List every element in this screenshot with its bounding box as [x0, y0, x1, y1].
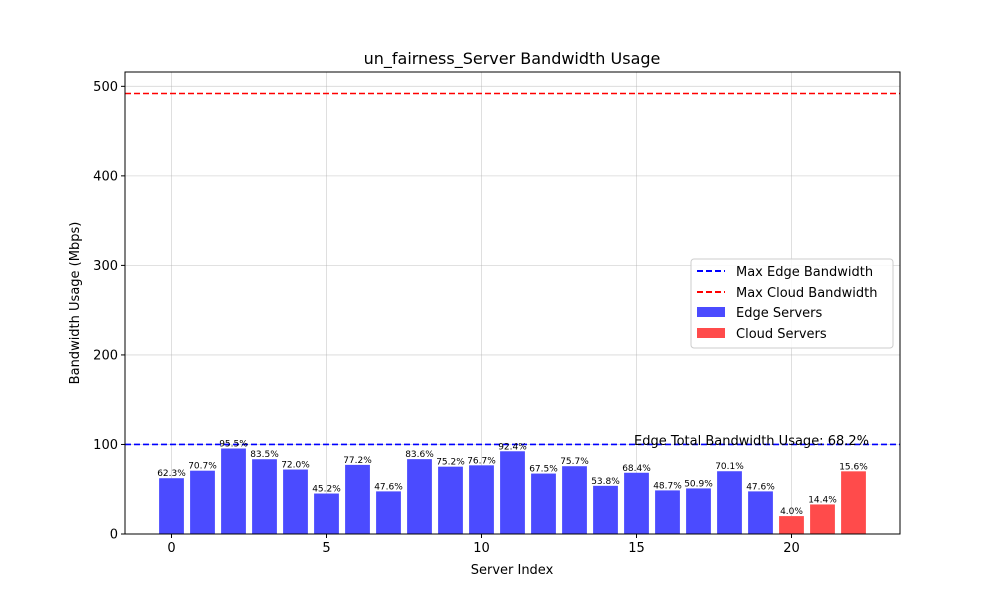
bar-value-label: 53.8% — [591, 477, 620, 487]
y-tick-label: 0 — [110, 528, 118, 543]
edge-server-bar — [252, 459, 277, 534]
bar-value-label: 15.6% — [839, 462, 868, 472]
legend-swatch-cloud-servers — [697, 328, 725, 338]
edge-server-bar — [283, 469, 308, 534]
edge-server-bar — [531, 473, 556, 534]
edge-server-bar — [717, 471, 742, 534]
reference-lines — [125, 92, 900, 446]
cloud-server-bar — [779, 516, 804, 534]
edge-server-bar — [190, 470, 215, 534]
bar-value-label: 62.3% — [157, 469, 186, 479]
bar-value-label: 67.5% — [529, 465, 558, 475]
bar-value-label: 83.6% — [405, 450, 434, 460]
bar-value-label: 75.7% — [560, 457, 589, 467]
plot-frame — [124, 71, 901, 535]
bar-value-label: 77.2% — [343, 456, 372, 466]
legend-label-max-edge: Max Edge Bandwidth — [736, 265, 873, 280]
y-tick-label: 300 — [93, 259, 118, 274]
x-axis-label: Server Index — [471, 563, 554, 578]
x-tick-label: 5 — [322, 541, 330, 556]
edge-server-bar — [624, 472, 649, 534]
bar-value-label: 47.6% — [374, 482, 403, 492]
x-tick-label: 15 — [628, 541, 645, 556]
x-tick-label: 20 — [783, 541, 800, 556]
legend-label-max-cloud: Max Cloud Bandwidth — [736, 286, 877, 301]
bar-value-label: 72.0% — [281, 461, 310, 471]
x-ticks: 0 5 10 15 20 — [167, 534, 800, 556]
bar-value-label: 47.6% — [746, 482, 775, 492]
legend-box — [690, 258, 894, 349]
bar-value-label: 14.4% — [808, 495, 837, 505]
bar-value-label: 48.7% — [653, 481, 682, 491]
bar-value-label: 4.0% — [780, 507, 803, 517]
edge-server-bar — [438, 466, 463, 534]
legend-label-edge-servers: Edge Servers — [736, 306, 822, 321]
x-tick-label: 0 — [167, 541, 175, 556]
bar-value-label: 95.5% — [219, 439, 248, 449]
edge-server-bar — [655, 490, 680, 534]
edge-server-bar — [221, 448, 246, 534]
bar-value-label: 92.4% — [498, 442, 527, 452]
y-tick-label: 400 — [93, 169, 118, 184]
legend-label-cloud-servers: Cloud Servers — [736, 327, 827, 342]
edge-server-bar — [345, 464, 370, 534]
x-tick-label: 10 — [473, 541, 490, 556]
y-tick-label: 500 — [93, 80, 118, 95]
cloud-server-bar — [810, 504, 835, 534]
edge-server-bar — [314, 493, 339, 534]
bar-value-label: 83.5% — [250, 450, 279, 460]
y-ticks: 0 100 200 300 400 500 — [93, 80, 125, 543]
y-tick-label: 100 — [93, 438, 118, 453]
bar-value-label: 68.4% — [622, 464, 651, 474]
bar-value-label: 75.2% — [436, 458, 465, 468]
edge-server-bar — [407, 459, 432, 534]
bars-layer — [159, 448, 866, 534]
edge-server-bar — [686, 488, 711, 534]
chart-title: un_fairness_Server Bandwidth Usage — [364, 49, 661, 69]
edge-server-bar — [376, 491, 401, 534]
edge-server-bar — [159, 478, 184, 534]
y-axis-label: Bandwidth Usage (Mbps) — [68, 222, 83, 385]
bar-value-label: 50.9% — [684, 479, 713, 489]
legend: Max Edge Bandwidth Max Cloud Bandwidth E… — [690, 258, 894, 349]
edge-total-annotation: Edge Total Bandwidth Usage: 68.2% — [634, 434, 869, 449]
legend-swatch-edge-servers — [697, 307, 725, 317]
edge-server-bar — [500, 451, 525, 534]
bar-value-label: 45.2% — [312, 485, 341, 495]
edge-server-bar — [562, 466, 587, 534]
edge-server-bar — [748, 491, 773, 534]
bar-labels: 62.3%70.7% 95.5%83.5%72.0% 45.2% 77.2% 47.6%… — [157, 439, 868, 517]
edge-server-bar — [593, 485, 618, 534]
edge-server-bar — [469, 465, 494, 534]
bar-value-label: 70.1% — [715, 462, 744, 472]
y-tick-label: 200 — [93, 348, 118, 363]
cloud-server-bar — [841, 471, 866, 534]
bar-value-label: 70.7% — [188, 462, 217, 472]
bar-value-label: 76.7% — [467, 456, 496, 466]
